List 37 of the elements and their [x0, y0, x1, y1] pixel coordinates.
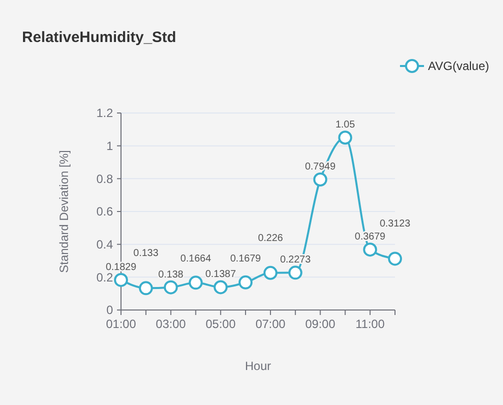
data-label: 0.226: [258, 232, 284, 244]
data-label: 0.1664: [180, 254, 212, 265]
point: [138, 281, 153, 296]
x-tick-label: 01:00: [106, 317, 136, 331]
y-tick-label: 1.2: [96, 106, 114, 120]
y-tick-label: 0.6: [96, 204, 114, 219]
point: [363, 242, 378, 257]
y-tick-label: 0: [106, 303, 114, 318]
x-tick-label: 05:00: [206, 317, 236, 331]
data-label: 0.3123: [380, 218, 411, 230]
point: [238, 275, 253, 290]
y-tick-label: 0.2: [96, 270, 114, 284]
point: [188, 276, 203, 290]
data-label: 0.138: [158, 269, 184, 280]
x-tick-label: 03:00: [156, 317, 186, 331]
point: [263, 266, 278, 280]
y-tick-label: 0.8: [96, 172, 114, 186]
y-tick-label: 0.4: [96, 238, 114, 252]
x-tick-label: 09:00: [305, 317, 336, 331]
data-label: 1.05: [335, 120, 356, 131]
x-axis-title: Hour: [244, 359, 272, 373]
point: [388, 252, 402, 266]
data-label: 0.133: [133, 248, 159, 260]
legend-label: AVG(value): [428, 59, 490, 74]
x-tick-label: 07:00: [255, 317, 286, 331]
chart-title: RelativeHumidity_Std: [22, 29, 176, 46]
data-label: 0.1387: [205, 269, 236, 280]
data-label: 0.1679: [230, 253, 262, 264]
y-axis-title: Standard Deviation [%]: [57, 150, 71, 273]
point: [114, 272, 128, 287]
point: [313, 172, 328, 187]
point: [164, 280, 178, 294]
point: [214, 280, 228, 294]
y-tick-label: 1: [106, 139, 114, 154]
point: [338, 130, 352, 145]
x-tick-label: 11:00: [356, 317, 385, 331]
point: [288, 266, 302, 280]
